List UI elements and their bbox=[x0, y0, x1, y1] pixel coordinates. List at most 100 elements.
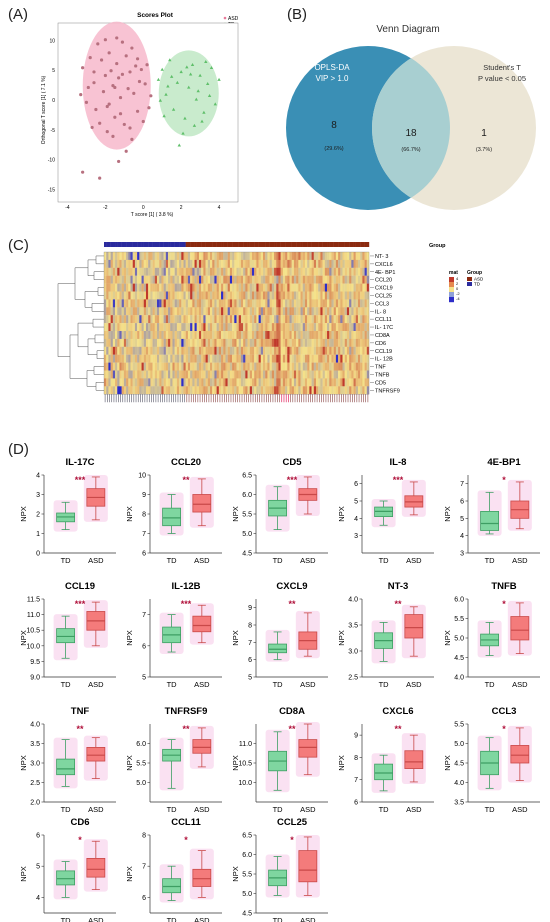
heatmap-cell bbox=[154, 338, 158, 347]
heatmap-cell bbox=[316, 307, 319, 316]
heatmap-cell bbox=[320, 354, 323, 363]
heatmap-cell bbox=[145, 307, 149, 316]
heatmap-cell bbox=[260, 252, 264, 261]
heatmap-cell bbox=[338, 315, 341, 324]
heatmap-cell bbox=[112, 275, 116, 284]
heatmap-cell bbox=[311, 362, 314, 371]
heatmap-cell bbox=[366, 362, 370, 371]
boxplot-ytick-label: 11.0 bbox=[27, 612, 40, 619]
heatmap-cell bbox=[205, 259, 208, 268]
heatmap-cell bbox=[351, 338, 354, 347]
heatmap-cell bbox=[172, 307, 175, 316]
heatmap-cell bbox=[366, 299, 370, 308]
heatmap-cell bbox=[176, 252, 180, 261]
heatmap-cell bbox=[139, 338, 142, 347]
boxplot-significance: ** bbox=[76, 724, 84, 734]
heatmap-cell bbox=[353, 386, 356, 395]
heatmap-group-cell bbox=[159, 242, 162, 247]
heatmap-cell bbox=[335, 267, 339, 276]
heatmap-cell bbox=[148, 370, 151, 379]
heatmap-cell bbox=[176, 267, 180, 276]
heatmap-cell bbox=[331, 386, 334, 395]
heatmap-cell bbox=[278, 331, 281, 340]
heatmap-group-cell bbox=[150, 242, 153, 247]
scores-point-asd bbox=[141, 119, 145, 124]
heatmap-cell bbox=[274, 323, 277, 332]
boxplot-ytick-label: 4.5 bbox=[242, 911, 252, 918]
heatmap-cell bbox=[234, 331, 237, 340]
heatmap-cell bbox=[362, 354, 365, 363]
heatmap-cell bbox=[139, 315, 142, 324]
heatmap-cell bbox=[271, 259, 275, 268]
heatmap-cell bbox=[207, 338, 211, 347]
heatmap-cell bbox=[338, 386, 341, 395]
heatmap-cell bbox=[364, 331, 367, 340]
heatmap-cell bbox=[194, 338, 197, 347]
heatmap-cell bbox=[223, 354, 226, 363]
heatmap-legend-tick: -4 bbox=[456, 296, 460, 301]
heatmap-cell bbox=[174, 354, 178, 363]
heatmap-cell bbox=[364, 386, 367, 395]
heatmap-cell bbox=[119, 307, 122, 316]
scores-point-asd bbox=[103, 73, 107, 78]
heatmap-cell bbox=[320, 386, 323, 395]
heatmap-cell bbox=[351, 362, 354, 371]
heatmap-cell bbox=[265, 275, 268, 284]
heatmap-cell bbox=[207, 299, 211, 308]
heatmap-cell bbox=[143, 307, 147, 316]
heatmap-cell bbox=[183, 386, 186, 395]
heatmap-cell bbox=[176, 315, 180, 324]
venn-mid-count: 18 bbox=[405, 128, 417, 139]
heatmap-cell bbox=[291, 299, 295, 308]
heatmap-cell bbox=[210, 362, 213, 371]
heatmap-cell bbox=[221, 370, 224, 379]
boxplot-significance: * bbox=[184, 835, 188, 845]
heatmap-cell bbox=[106, 252, 109, 261]
heatmap-cell bbox=[276, 291, 279, 300]
heatmap-cell bbox=[139, 275, 142, 284]
heatmap-cell bbox=[340, 354, 343, 363]
heatmap-cell bbox=[223, 267, 226, 276]
heatmap-cell bbox=[263, 283, 266, 292]
heatmap-cell bbox=[225, 275, 228, 284]
heatmap-cell bbox=[221, 291, 224, 300]
heatmap-cell bbox=[278, 291, 281, 300]
heatmap-cell bbox=[128, 386, 131, 395]
heatmap-cell bbox=[260, 323, 264, 332]
heatmap-cell bbox=[112, 252, 116, 261]
heatmap-cell bbox=[344, 370, 348, 379]
heatmap-cell bbox=[161, 259, 164, 268]
heatmap-cell bbox=[282, 275, 286, 284]
scores-xtick: -2 bbox=[103, 205, 108, 211]
panel-label-b: (B) bbox=[287, 6, 307, 23]
heatmap-cell bbox=[243, 307, 246, 316]
scores-point-asd bbox=[113, 85, 117, 90]
heatmap-cell bbox=[132, 267, 136, 276]
heatmap-cell bbox=[110, 331, 113, 340]
heatmap-cell bbox=[172, 291, 175, 300]
heatmap-cell bbox=[121, 323, 125, 332]
heatmap-cell bbox=[234, 362, 237, 371]
heatmap-row-label: IL- 8 bbox=[375, 309, 386, 315]
heatmap-cell bbox=[236, 252, 239, 261]
heatmap-cell bbox=[276, 259, 279, 268]
heatmap-cell bbox=[276, 267, 279, 276]
heatmap-cell bbox=[251, 299, 255, 308]
heatmap-cell bbox=[150, 354, 153, 363]
heatmap-cell bbox=[236, 338, 239, 347]
scores-point-asd bbox=[107, 51, 111, 55]
heatmap-cell bbox=[362, 252, 365, 261]
heatmap-row-label: CCL3 bbox=[375, 301, 389, 307]
heatmap-cell bbox=[108, 338, 111, 347]
heatmap-cell bbox=[298, 275, 301, 284]
heatmap-cell bbox=[207, 315, 211, 324]
boxplot-ylabel: NPX bbox=[231, 506, 240, 521]
heatmap-cell bbox=[309, 346, 312, 355]
heatmap-group-cell bbox=[137, 242, 140, 247]
heatmap-cell bbox=[179, 386, 182, 395]
heatmap-cell bbox=[249, 275, 253, 284]
heatmap-cell bbox=[333, 323, 337, 332]
heatmap-cell bbox=[115, 259, 118, 268]
heatmap-cell bbox=[152, 331, 155, 340]
heatmap-cell bbox=[260, 386, 264, 395]
